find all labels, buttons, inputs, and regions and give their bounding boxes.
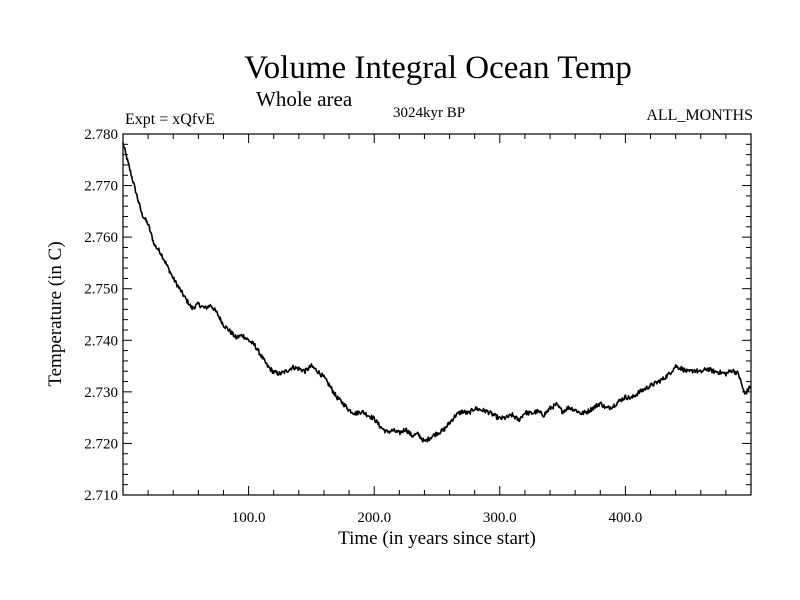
x-tick-label: 300.0 <box>483 510 517 526</box>
y-tick-label: 2.720 <box>84 436 118 452</box>
y-tick-label: 2.730 <box>84 385 118 401</box>
period-label: 3024kyr BP <box>393 105 466 121</box>
experiment-label: Expt = xQfvE <box>125 111 215 128</box>
months-label: ALL_MONTHS <box>646 107 753 124</box>
y-tick-label: 2.740 <box>84 333 118 349</box>
axis-tick-labels: 100.0 200.0 300.0 400.0 2.710 2.720 2.730 2.740… <box>84 127 642 526</box>
y-axis-label: Temperature (in C) <box>45 241 66 386</box>
x-tick-label: 200.0 <box>357 510 391 526</box>
temperature-series-line <box>122 142 752 443</box>
x-tick-label: 100.0 <box>232 510 266 526</box>
y-tick-label: 2.780 <box>84 127 118 143</box>
plot-frame <box>122 133 752 496</box>
y-tick-label: 2.760 <box>84 230 118 246</box>
y-tick-label: 2.710 <box>84 488 118 504</box>
x-axis-label: Time (in years since start) <box>338 528 536 549</box>
y-tick-label: 2.770 <box>84 179 118 195</box>
x-tick-label: 400.0 <box>609 510 643 526</box>
chart-title: Volume Integral Ocean Temp <box>244 50 632 86</box>
y-tick-label: 2.750 <box>84 282 118 298</box>
chart-subtitle: Whole area <box>256 87 353 111</box>
axis-ticks <box>123 133 751 496</box>
